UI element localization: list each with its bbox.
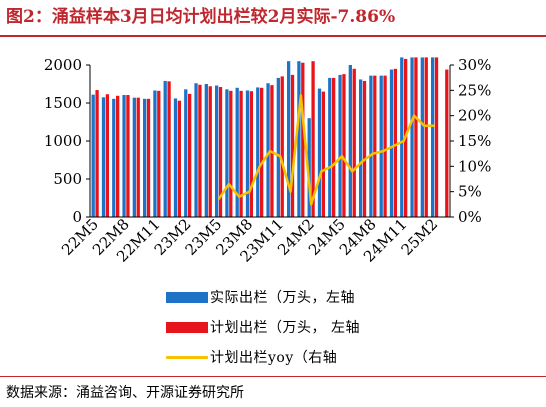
bar-actual	[430, 57, 435, 218]
bar-plan	[105, 94, 110, 217]
bar-plan	[229, 90, 233, 217]
bar-plan	[373, 75, 377, 217]
chart-title: 图2：涌益样本3月日均计划出栏较2月实际-7.86%	[6, 7, 396, 27]
bar-plan	[280, 76, 284, 218]
right-tick-label: 10%	[458, 157, 491, 175]
bar-actual	[389, 69, 394, 217]
source-rule	[0, 376, 546, 377]
bar-plan	[136, 97, 140, 217]
left-tick-label: 1500	[44, 94, 82, 112]
bar-actual	[173, 98, 178, 217]
bar-plan	[157, 90, 161, 217]
bar-plan	[116, 95, 120, 217]
bar-actual	[91, 94, 95, 217]
legend-item-yoy: 计划出栏yoy（右轴	[166, 342, 466, 372]
bar-plan	[352, 68, 356, 217]
bar-plan	[198, 84, 202, 217]
bar-actual	[410, 57, 414, 218]
bar-plan	[445, 69, 449, 217]
bar-actual	[379, 75, 383, 217]
right-tick-label: 0%	[458, 208, 482, 226]
bar-actual	[245, 90, 250, 217]
legend-label-plan: 计划出栏（万头， 左轴	[210, 320, 360, 336]
legend-item-actual: 实际出栏（万头，左轴	[166, 282, 466, 312]
bar-actual	[163, 80, 167, 218]
bar-plan	[311, 61, 315, 218]
bar-plan	[393, 68, 398, 217]
bar-actual	[307, 118, 311, 217]
bar-actual	[184, 89, 188, 217]
bar-actual	[328, 77, 332, 217]
bar-actual	[369, 75, 373, 217]
legend: 实际出栏（万头，左轴 计划出栏（万头， 左轴 计划出栏yoy（右轴	[166, 282, 466, 372]
right-tick-label: 5%	[458, 183, 482, 201]
left-tick-label: 1000	[44, 132, 82, 150]
bar-plan	[434, 57, 439, 218]
legend-swatch-actual	[166, 291, 208, 303]
right-tick-label: 30%	[458, 56, 491, 74]
bar-actual	[235, 87, 239, 217]
bar-actual	[204, 84, 208, 217]
bar-plan	[249, 91, 254, 217]
bar-actual	[420, 57, 424, 218]
bar-plan	[239, 90, 243, 217]
bar-plan	[342, 74, 346, 217]
bar-plan	[260, 87, 264, 217]
bar-plan	[126, 95, 130, 217]
bar-plan	[414, 57, 418, 218]
yoy-line	[217, 94, 435, 206]
bar-actual	[348, 65, 352, 217]
bar-plan	[301, 62, 305, 217]
bar-actual	[225, 89, 229, 217]
bar-actual	[276, 77, 280, 217]
bar-plan	[95, 90, 99, 217]
legend-swatch-yoy	[166, 355, 208, 359]
bar-actual	[256, 87, 260, 217]
legend-item-plan: 计划出栏（万头， 左轴	[166, 312, 466, 342]
bar-plan	[424, 57, 428, 218]
bar-actual	[194, 83, 198, 217]
bar-actual	[317, 88, 322, 217]
bar-actual	[358, 79, 363, 217]
left-tick-label: 2000	[44, 56, 82, 74]
bar-plan	[167, 81, 171, 217]
bar-actual	[266, 83, 270, 217]
bar-plan	[188, 93, 192, 217]
chart-plot: 05001000150020000%5%10%15%20%25%30%22M52…	[44, 56, 492, 266]
bar-actual	[297, 61, 301, 218]
bar-actual	[153, 90, 157, 217]
bar-plan	[208, 86, 212, 217]
bar-plan	[332, 77, 336, 217]
bar-actual	[122, 95, 126, 217]
title-rule	[0, 35, 546, 37]
right-tick-label: 15%	[458, 132, 491, 150]
legend-label-actual: 实际出栏（万头，左轴	[210, 290, 355, 306]
left-tick-label: 0	[72, 208, 82, 226]
bar-plan	[383, 75, 387, 217]
bar-plan	[290, 74, 295, 217]
source-note: 数据来源：涌益咨询、开源证券研究所	[6, 385, 244, 401]
bar-plan	[177, 100, 182, 217]
bar-actual	[112, 98, 116, 217]
bar-plan	[321, 91, 326, 217]
legend-label-yoy: 计划出栏yoy（右轴	[210, 350, 338, 366]
left-tick-label: 500	[53, 170, 82, 188]
bar-actual	[338, 74, 342, 217]
legend-swatch-plan	[166, 321, 208, 333]
right-tick-label: 25%	[458, 81, 491, 99]
bar-plan	[146, 98, 151, 217]
bar-actual	[400, 57, 404, 218]
bar-actual	[132, 97, 136, 217]
bar-actual	[286, 61, 291, 218]
bar-plan	[218, 87, 223, 217]
bar-plan	[362, 80, 367, 218]
bar-actual	[101, 97, 106, 217]
bar-actual	[142, 98, 147, 217]
right-tick-label: 20%	[458, 107, 491, 125]
bar-actual	[214, 85, 219, 217]
